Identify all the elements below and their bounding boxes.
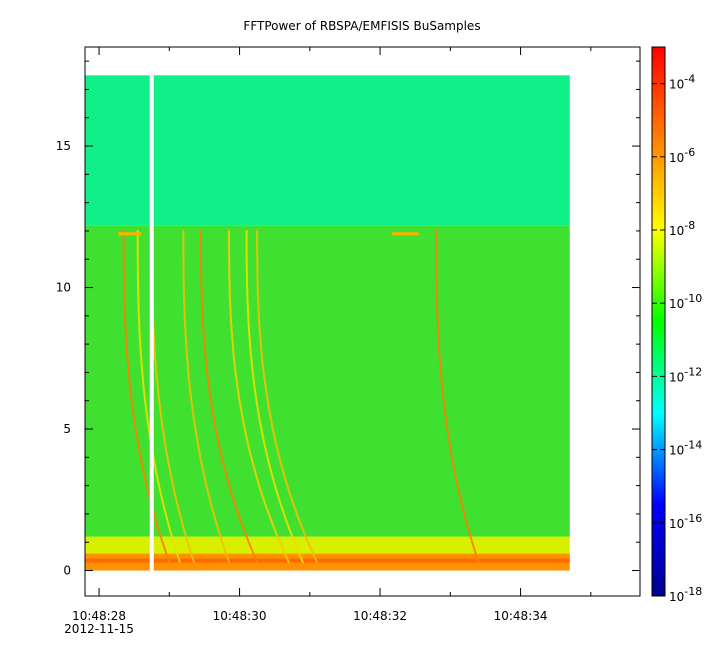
chart-title: FFTPower of RBSPA/EMFISIS BuSamples xyxy=(243,19,480,33)
colorbar-tick-label: 10-18 xyxy=(669,585,702,604)
colorbar-tick-label: 10-6 xyxy=(669,146,695,165)
x-tick-label: 10:48:30 xyxy=(213,609,267,623)
chorus-tone-4 xyxy=(199,229,259,563)
low-frequency-line xyxy=(85,558,570,563)
intensity-band-2 xyxy=(85,225,570,537)
axes: 0 5 10 15 10:48:28 10:48:30 10:48:32 10:48:34 20… xyxy=(56,46,641,636)
x-tick-label: 10:48:32 xyxy=(353,609,407,623)
colorbar: 10-4 10-6 10-8 10-10 10-12 10-14 10-16 10-18 xyxy=(651,46,702,604)
colorbar-gradient xyxy=(651,46,666,597)
chorus-tone-5 xyxy=(228,229,290,563)
colorbar-tick-label: 10-10 xyxy=(669,292,702,311)
plot-area xyxy=(85,75,570,571)
colorbar-tick-label: 10-12 xyxy=(669,365,702,384)
intensity-band-1 xyxy=(85,536,570,554)
y-tick-label: 5 xyxy=(63,422,71,436)
chorus-tone-7 xyxy=(256,229,318,563)
data-gap xyxy=(149,75,154,571)
chorus-tone-8 xyxy=(435,229,480,563)
y-tick-label: 10 xyxy=(56,281,71,295)
colorbar-tick-label: 10-14 xyxy=(669,439,702,458)
x-tick-label: 10:48:34 xyxy=(494,609,548,623)
x-date-label: 2012-11-15 xyxy=(64,622,134,636)
intensity-band-3 xyxy=(85,75,570,226)
colorbar-tick-label: 10-8 xyxy=(669,219,695,238)
colorbar-tick-label: 10-4 xyxy=(669,73,695,92)
y-tick-label: 15 xyxy=(56,139,71,153)
chorus-tone-3 xyxy=(182,229,230,563)
y-tick-label: 0 xyxy=(63,564,71,578)
colorbar-tick-label: 10-16 xyxy=(669,512,702,531)
x-tick-label: 10:48:28 xyxy=(72,609,126,623)
plot-frame xyxy=(84,46,641,597)
chorus-tone-1 xyxy=(136,229,181,563)
chorus-tone-6 xyxy=(245,229,304,563)
